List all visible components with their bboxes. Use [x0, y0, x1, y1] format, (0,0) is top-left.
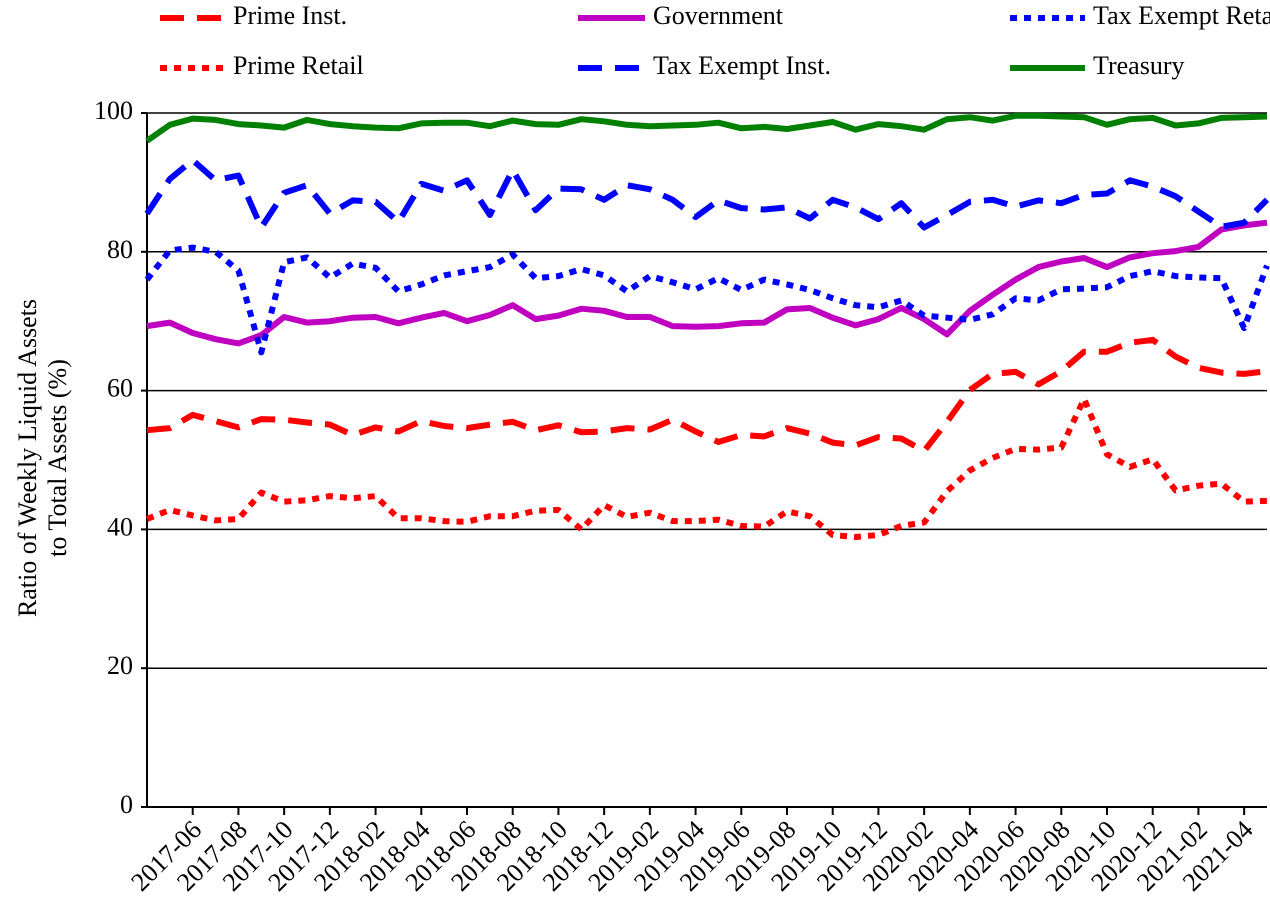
y-axis-label: to Total Assets (%): [43, 359, 72, 557]
series-line: [144, 157, 1270, 231]
y-tick-label: 60: [107, 374, 133, 403]
y-tick-label: 100: [94, 96, 133, 125]
series-line: [145, 112, 1268, 144]
series-line: [144, 244, 1270, 356]
y-axis-label: Ratio of Weekly Liquid Assets: [13, 299, 42, 617]
series-line: [146, 336, 1268, 454]
y-tick-label: 40: [107, 512, 133, 541]
legend-label: Treasury: [1093, 51, 1184, 80]
y-tick-label: 20: [107, 651, 133, 680]
series-line: [145, 395, 1268, 540]
legend-label: Tax Exempt Inst.: [653, 51, 831, 80]
legend-label: Prime Retail: [233, 51, 364, 80]
y-tick-label: 80: [107, 235, 133, 264]
y-tick-label: 0: [120, 790, 133, 819]
legend-label: Tax Exempt Retail: [1093, 1, 1270, 30]
series-line: [146, 219, 1268, 347]
legend-label: Government: [653, 1, 784, 30]
legend-label: Prime Inst.: [233, 1, 347, 30]
